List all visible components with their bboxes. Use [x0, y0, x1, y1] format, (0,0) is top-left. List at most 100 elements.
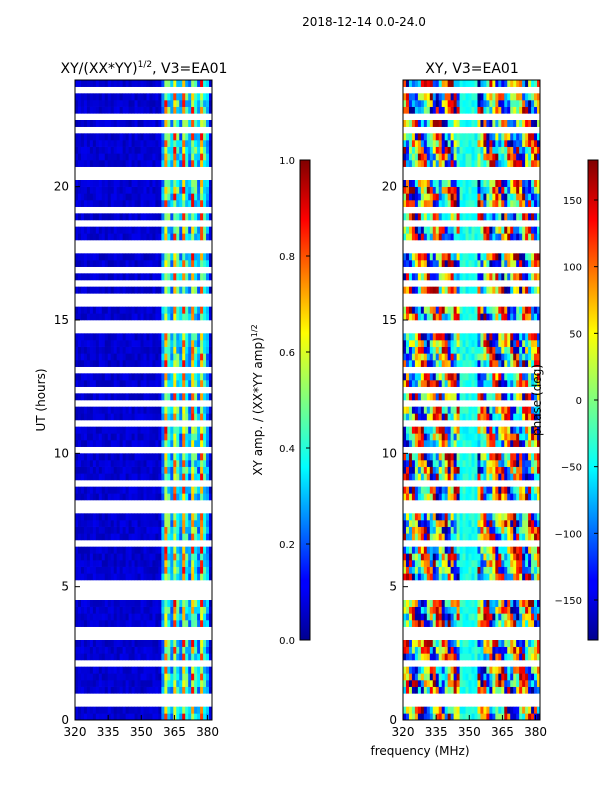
heat-cell [173, 620, 177, 627]
heat-cell [113, 353, 118, 361]
heat-cell [528, 706, 532, 714]
heat-cell [95, 106, 100, 114]
heat-cell [101, 606, 106, 614]
heat-cell [137, 573, 141, 581]
heat-cell [155, 340, 159, 347]
heat-cell [176, 600, 180, 607]
heat-cell [194, 533, 198, 541]
heat-cell [462, 680, 466, 687]
heat-cell [206, 406, 210, 414]
heat-cell [173, 640, 177, 647]
heat-cell [143, 226, 147, 234]
heat-cell [113, 213, 118, 221]
heat-cell [423, 606, 428, 614]
heat-cell [173, 473, 177, 481]
heat-cell [417, 620, 422, 627]
heat-cell [125, 653, 130, 661]
heat-cell [194, 646, 198, 654]
heat-cell [167, 273, 171, 281]
heat-cell [119, 346, 124, 354]
heat-cell [510, 473, 514, 481]
heat-cell [471, 466, 475, 474]
heat-cell [131, 453, 135, 461]
heat-cell [77, 100, 82, 107]
heat-cell [459, 613, 463, 621]
heat-cell [164, 453, 168, 461]
heat-cell [468, 486, 472, 494]
heat-cell [528, 573, 532, 581]
heat-cell [519, 380, 523, 387]
heat-cell [447, 673, 452, 681]
heat-cell [456, 406, 460, 414]
heat-cell [531, 373, 535, 381]
heat-cell [447, 600, 452, 607]
heat-cell [203, 673, 207, 681]
heat-cell [209, 573, 212, 581]
heat-cell [534, 546, 538, 554]
heat-cell [134, 566, 138, 574]
heat-cell [140, 393, 144, 401]
heat-cell [83, 666, 88, 674]
heat-cell [77, 273, 82, 281]
heat-cell [510, 553, 514, 561]
heat-cell [170, 566, 174, 574]
heat-cell [113, 313, 118, 321]
heat-cell [170, 360, 174, 367]
heat-cell [498, 380, 502, 387]
heat-cell [444, 620, 449, 627]
heat-cell [170, 413, 174, 421]
heat-cell [432, 486, 437, 494]
heat-cell [86, 406, 91, 414]
heat-cell [206, 566, 210, 574]
heat-cell [432, 286, 437, 294]
heat-cell [155, 620, 159, 627]
heat-cell [194, 673, 198, 681]
heat-cell [176, 120, 180, 127]
heat-cell [414, 313, 419, 321]
heat-cell [176, 513, 180, 521]
heat-cell [131, 673, 135, 681]
heat-cell [158, 620, 162, 627]
heat-cell [537, 426, 540, 434]
heat-cell [432, 653, 437, 661]
heat-cell [492, 433, 496, 441]
heat-cell [75, 340, 79, 347]
heat-cell [495, 686, 499, 694]
heat-cell [116, 466, 121, 474]
heat-cell [143, 713, 147, 720]
heat-cell [167, 426, 171, 434]
heat-cell [143, 346, 147, 354]
heat-cell [477, 340, 481, 347]
heat-cell [146, 546, 150, 554]
heat-cell [167, 466, 171, 474]
heat-cell [146, 93, 150, 101]
heat-cell [75, 346, 79, 354]
heat-cell [185, 200, 189, 207]
heat-cell [113, 120, 118, 127]
heat-cell [531, 713, 535, 720]
heat-cell [110, 360, 115, 367]
heat-cell [170, 640, 174, 647]
heat-cell [107, 373, 112, 381]
heat-cell [492, 426, 496, 434]
heat-cell [483, 513, 487, 521]
heat-cell [501, 433, 505, 441]
heat-cell [104, 646, 109, 654]
heat-cell [477, 413, 481, 421]
heat-cell [77, 133, 82, 141]
heat-cell [456, 340, 460, 347]
heat-cell [194, 340, 198, 347]
heat-cell [161, 640, 165, 647]
heat-cell [459, 453, 463, 461]
heat-cell [137, 600, 141, 607]
heat-cell [516, 333, 520, 341]
heat-cell [161, 373, 165, 381]
heat-cell [146, 273, 150, 281]
heat-cell [489, 340, 493, 347]
heat-cell [95, 186, 100, 194]
heat-cell [194, 706, 198, 714]
heat-cell [403, 440, 407, 447]
heat-cell [197, 673, 201, 681]
heat-cell [77, 180, 82, 187]
heat-cell [122, 546, 127, 554]
